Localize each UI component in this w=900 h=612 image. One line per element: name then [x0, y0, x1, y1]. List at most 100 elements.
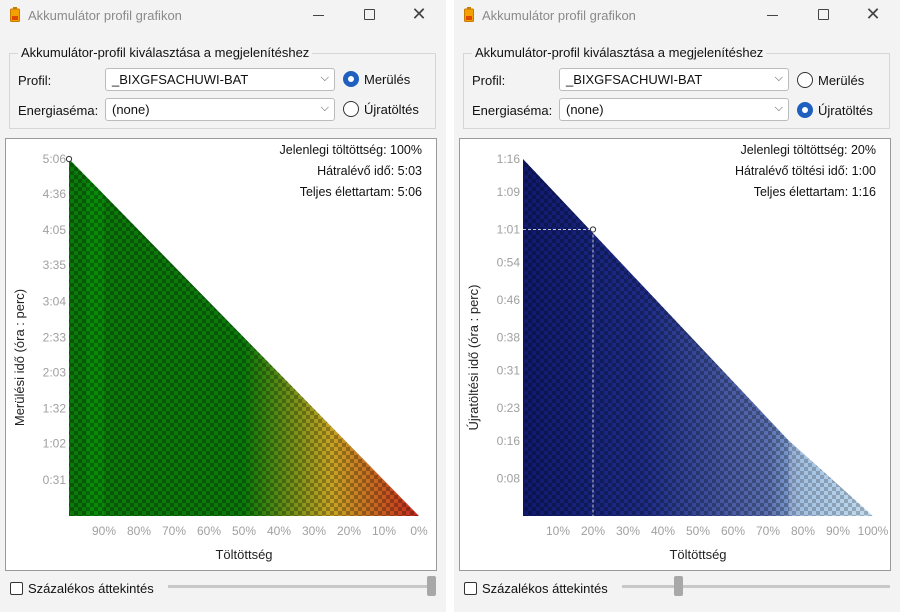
y-tick-label: 3:35: [43, 258, 67, 272]
info-line: Teljes élettartam: 1:16: [754, 185, 876, 199]
minimize-icon: [767, 15, 778, 16]
x-tick-label: 10%: [372, 524, 396, 538]
percent-view-checkbox[interactable]: [10, 582, 23, 595]
profile-group: Akkumulátor-profil kiválasztása a megjel…: [9, 45, 436, 129]
y-tick-label: 0:46: [497, 293, 521, 307]
discharge-radio[interactable]: [797, 72, 813, 88]
current-point-marker: [65, 155, 73, 163]
x-tick-label: 80%: [791, 524, 815, 538]
info-line: Jelenlegi töltöttség: 100%: [280, 143, 422, 157]
charge-slider-track[interactable]: [168, 585, 436, 588]
energy-scheme-dropdown[interactable]: (none) ⌵: [105, 98, 335, 121]
x-axis-title: Töltöttség: [669, 547, 726, 562]
percent-view-label[interactable]: Százalékos áttekintés: [28, 581, 154, 596]
profile-value: _BIXGFSACHUWI-BAT: [566, 72, 703, 87]
maximize-button[interactable]: [346, 0, 392, 30]
discharge-window: Akkumulátor profil grafikon ✕ Akkumuláto…: [0, 0, 446, 612]
minimize-button[interactable]: [750, 0, 796, 30]
info-line: Teljes élettartam: 5:06: [300, 185, 422, 199]
energy-scheme-value: (none): [566, 102, 604, 117]
window-title: Akkumulátor profil grafikon: [482, 8, 636, 23]
y-tick-label: 3:04: [43, 294, 67, 308]
chevron-down-icon: ⌵: [320, 72, 329, 84]
window-title: Akkumulátor profil grafikon: [28, 8, 182, 23]
energy-scheme-label: Energiaséma:: [472, 103, 553, 118]
x-tick-label: 90%: [92, 524, 116, 538]
charge-slider-thumb[interactable]: [673, 576, 683, 596]
y-tick-label: 2:03: [43, 366, 67, 380]
energy-scheme-dropdown[interactable]: (none) ⌵: [559, 98, 789, 121]
profile-value: _BIXGFSACHUWI-BAT: [112, 72, 249, 87]
discharge-radio[interactable]: [343, 71, 359, 87]
info-line: Hátralévő töltési idő: 1:00: [735, 164, 876, 178]
y-tick-label: 0:08: [497, 471, 521, 485]
energy-scheme-value: (none): [112, 102, 150, 117]
y-tick-label: 0:23: [497, 401, 521, 415]
y-tick-label: 4:05: [43, 223, 67, 237]
area-group: [69, 159, 419, 516]
y-tick-label: 0:38: [497, 331, 521, 345]
y-tick-label: 1:16: [497, 152, 521, 166]
minimize-button[interactable]: [296, 0, 342, 30]
close-icon: ✕: [865, 4, 881, 24]
group-title: Akkumulátor-profil kiválasztása a megjel…: [18, 45, 313, 60]
recharge-radio[interactable]: [343, 101, 359, 117]
x-tick-label: 80%: [127, 524, 151, 538]
close-icon: ✕: [411, 4, 427, 24]
x-tick-label: 0%: [410, 524, 428, 538]
y-tick-label: 0:31: [43, 473, 67, 487]
recharge-radio-label[interactable]: Újratöltés: [818, 103, 873, 118]
profile-group: Akkumulátor-profil kiválasztása a megjel…: [463, 45, 890, 129]
maximize-icon: [818, 9, 829, 20]
percent-view-checkbox[interactable]: [464, 582, 477, 595]
current-point-marker: [589, 226, 597, 233]
group-title: Akkumulátor-profil kiválasztása a megjel…: [472, 45, 767, 60]
x-tick-label: 20%: [581, 524, 605, 538]
x-tick-label: 90%: [826, 524, 850, 538]
percent-view-label[interactable]: Százalékos áttekintés: [482, 581, 608, 596]
x-tick-label: 60%: [197, 524, 221, 538]
title-bar: Akkumulátor profil grafikon ✕: [0, 0, 446, 30]
x-tick-label: 50%: [232, 524, 256, 538]
maximize-button[interactable]: [800, 0, 846, 30]
y-tick-label: 1:09: [497, 185, 521, 199]
x-axis-title: Töltöttség: [215, 547, 272, 562]
charge-slider-thumb[interactable]: [427, 576, 436, 596]
recharge-radio-label[interactable]: Újratöltés: [364, 102, 419, 117]
chevron-down-icon: ⌵: [774, 102, 783, 114]
remaining-tint: [789, 159, 873, 516]
y-tick-label: 1:02: [43, 437, 67, 451]
chart-area: 0:08 0:16 0:23 0:31 0:38 0:46 0:54 1:01 1:09 1:16…: [459, 138, 891, 571]
close-button[interactable]: ✕: [850, 0, 896, 30]
x-tick-label: 70%: [162, 524, 186, 538]
charge-slider-track[interactable]: [622, 585, 890, 588]
info-line: Jelenlegi töltöttség: 20%: [740, 143, 876, 157]
title-bar: Akkumulátor profil grafikon ✕: [454, 0, 900, 30]
discharge-radio-label[interactable]: Merülés: [818, 73, 865, 88]
x-tick-label: 40%: [267, 524, 291, 538]
x-tick-label: 60%: [721, 524, 745, 538]
close-button[interactable]: ✕: [396, 0, 442, 30]
profile-dropdown[interactable]: _BIXGFSACHUWI-BAT ⌵: [559, 68, 789, 91]
x-tick-label: 10%: [546, 524, 570, 538]
chevron-down-icon: ⌵: [320, 102, 329, 114]
area-checker-overlay: [523, 159, 873, 516]
chevron-down-icon: ⌵: [774, 72, 783, 84]
battery-app-icon: [10, 7, 20, 22]
battery-app-icon: [464, 7, 474, 22]
y-tick-label: 5:06: [43, 152, 67, 166]
y-tick-label: 0:54: [497, 255, 521, 269]
area-group: [523, 159, 873, 516]
chart-area: 0:31 1:02 1:32 2:03 2:33 3:04 3:35 4:05 4:36 5:06…: [5, 138, 437, 571]
x-tick-label: 30%: [616, 524, 640, 538]
discharge-chart: 0:31 1:02 1:32 2:03 2:33 3:04 3:35 4:05 4:36 5:06…: [12, 143, 428, 562]
discharge-radio-label[interactable]: Merülés: [364, 72, 411, 87]
maximize-icon: [364, 9, 375, 20]
minimize-icon: [313, 15, 324, 16]
profile-dropdown[interactable]: _BIXGFSACHUWI-BAT ⌵: [105, 68, 335, 91]
y-axis-title: Újratöltési idő (óra : perc): [466, 285, 481, 431]
y-tick-label: 1:32: [43, 402, 67, 416]
recharge-radio[interactable]: [797, 102, 813, 118]
y-tick-label: 4:36: [43, 187, 67, 201]
profile-label: Profil:: [18, 73, 52, 88]
